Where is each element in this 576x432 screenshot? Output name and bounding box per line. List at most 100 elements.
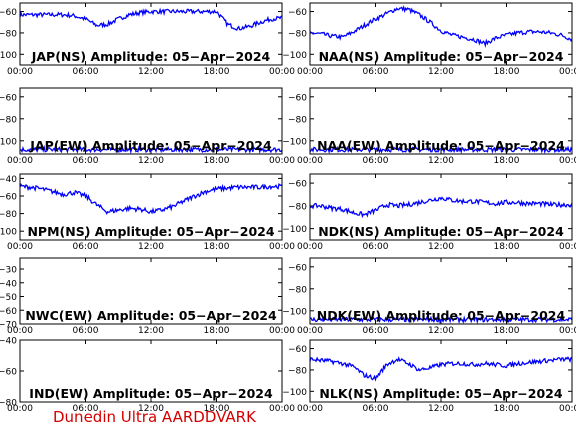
y-tick-label: −100	[0, 137, 17, 147]
x-tick-label: 12:00	[428, 242, 454, 252]
chart-panel-1: −60 −80 −100 00:00 06:00 12:00 18:00 00:00 JAP(N…	[0, 2, 295, 77]
x-tick-label: 06:00	[363, 67, 389, 77]
y-tick-label: −80	[0, 210, 17, 220]
y-tick-label: −100	[282, 225, 307, 235]
y-tick-label: −80	[0, 115, 17, 125]
series-line	[309, 5, 573, 48]
chart-title: NDK(EW) Amplitude: 05−Apr−2024	[317, 308, 566, 323]
y-tick-label: −70	[0, 321, 17, 331]
x-tick-label: 00:00	[559, 242, 576, 252]
x-tick-label: 06:00	[363, 242, 389, 252]
y-tick-label: −100	[282, 307, 307, 317]
x-tick-label: 18:00	[494, 326, 520, 336]
x-tick-label: 18:00	[494, 242, 520, 252]
y-tick-label: −100	[282, 51, 307, 61]
series-line	[19, 144, 283, 155]
x-tick-label: 00:00	[297, 326, 323, 336]
plot-frame	[309, 173, 573, 241]
x-tick-label: 00:00	[559, 67, 576, 77]
series-line	[309, 196, 573, 219]
x-tick-label: 06:00	[73, 67, 99, 77]
chart-title: NAA(NS) Amplitude: 05−Apr−2024	[319, 49, 564, 64]
y-tick-label: −60	[0, 193, 17, 203]
y-tick-label: −100	[282, 137, 307, 147]
chart-panel-6: −60 −80 −100 00:00 06:00 12:00 18:00 00:00 NDK(N…	[282, 173, 576, 252]
x-tick-label: 06:00	[73, 326, 99, 336]
y-tick-label: −60	[0, 8, 17, 18]
chart-title: NDK(NS) Amplitude: 05−Apr−2024	[318, 224, 564, 239]
y-tick-label: −50	[0, 293, 17, 303]
series-line	[309, 356, 573, 382]
x-tick-label: 00:00	[559, 404, 576, 414]
x-tick-label: 12:00	[428, 156, 454, 166]
x-tick-label: 18:00	[204, 67, 230, 77]
x-tick-label: 00:00	[7, 404, 33, 414]
x-tick-label: 00:00	[269, 326, 295, 336]
y-tick-label: −100	[0, 51, 17, 61]
x-tick-label: 00:00	[297, 242, 323, 252]
x-tick-label: 12:00	[138, 404, 164, 414]
x-tick-label: 18:00	[204, 156, 230, 166]
y-tick-label: −80	[0, 29, 17, 39]
x-tick-label: 00:00	[269, 404, 295, 414]
x-tick-label: 18:00	[494, 404, 520, 414]
y-tick-label: −40	[0, 337, 17, 347]
chart-title: NWC(EW) Amplitude: 05−Apr−2024	[25, 308, 277, 323]
plot-frame	[309, 257, 573, 325]
chart-title: NPM(NS) Amplitude: 05−Apr−2024	[27, 224, 274, 239]
x-tick-label: 00:00	[7, 67, 33, 77]
x-tick-label: 06:00	[363, 326, 389, 336]
chart-title: IND(EW) Amplitude: 05−Apr−2024	[29, 386, 273, 401]
x-tick-label: 00:00	[269, 156, 295, 166]
x-tick-label: 12:00	[428, 67, 454, 77]
plot-frame	[19, 87, 283, 155]
series-line	[309, 315, 573, 325]
x-tick-label: 06:00	[363, 156, 389, 166]
x-tick-label: 12:00	[138, 156, 164, 166]
y-tick-label: −80	[288, 285, 307, 295]
plot-frame	[309, 339, 573, 403]
y-tick-label: −60	[0, 368, 17, 378]
y-tick-label: −80	[288, 115, 307, 125]
plot-frame	[19, 339, 283, 403]
x-tick-label: 06:00	[73, 242, 99, 252]
y-tick-label: −60	[288, 93, 307, 103]
plot-frame	[19, 173, 283, 241]
chart-title: JAP(NS) Amplitude: 05−Apr−2024	[31, 49, 271, 64]
plot-frame	[19, 257, 283, 325]
y-tick-label: −60	[288, 263, 307, 273]
y-tick-label: −80	[0, 399, 17, 409]
x-tick-label: 00:00	[269, 67, 295, 77]
y-tick-label: −100	[0, 228, 17, 238]
x-tick-label: 00:00	[297, 404, 323, 414]
x-tick-label: 12:00	[428, 404, 454, 414]
series-line	[19, 183, 283, 215]
y-tick-label: −60	[0, 307, 17, 317]
x-tick-label: 00:00	[7, 326, 33, 336]
x-tick-label: 12:00	[138, 326, 164, 336]
x-tick-label: 00:00	[7, 156, 33, 166]
x-tick-label: 18:00	[494, 156, 520, 166]
x-tick-label: 00:00	[7, 242, 33, 252]
x-tick-label: 00:00	[559, 326, 576, 336]
y-tick-label: −60	[288, 180, 307, 190]
y-tick-label: −60	[288, 345, 307, 355]
chart-panel-2: −60 −80 −100 00:00 06:00 12:00 18:00 00:00 NAA(N…	[282, 2, 576, 77]
x-tick-label: 06:00	[73, 156, 99, 166]
x-tick-label: 12:00	[138, 67, 164, 77]
y-tick-label: −60	[0, 93, 17, 103]
chart-panel-3: −60 −80 −100 00:00 06:00 12:00 18:00 00:00 JAP(E…	[0, 87, 295, 166]
x-tick-label: 18:00	[204, 326, 230, 336]
x-tick-label: 00:00	[269, 242, 295, 252]
y-tick-label: −40	[0, 175, 17, 185]
x-tick-label: 18:00	[494, 67, 520, 77]
y-tick-label: −100	[282, 388, 307, 398]
x-tick-label: 06:00	[363, 404, 389, 414]
chart-panel-8: −60 −80 −100 00:00 06:00 12:00 18:00 00:00 NDK(E…	[282, 257, 576, 336]
footer-credit: Dunedin Ultra AARDDVARK	[53, 408, 256, 426]
x-tick-label: 12:00	[138, 242, 164, 252]
chart-title: NLK(NS) Amplitude: 05−Apr−2024	[319, 386, 562, 401]
